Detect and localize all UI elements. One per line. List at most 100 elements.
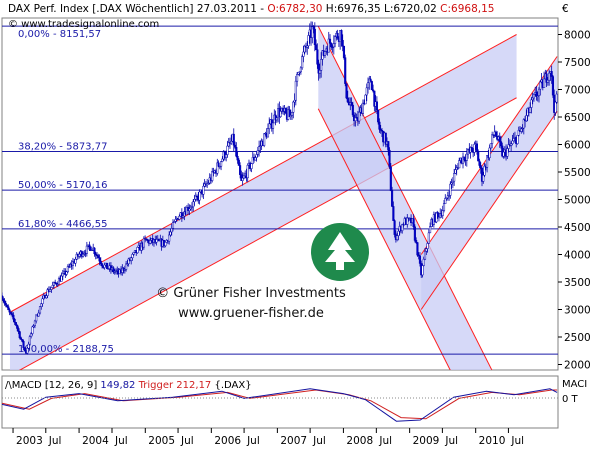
candle-body-404 bbox=[512, 138, 515, 142]
candle-body-297 bbox=[377, 109, 380, 123]
x-tick-label-1: Jul bbox=[48, 435, 62, 447]
y-tick-label-7000: 7000 bbox=[564, 85, 591, 97]
price-axis: 2000 2500 3000 3500 4000 4500 5000 5500 6000 6500… bbox=[558, 30, 591, 372]
candle-body-172 bbox=[218, 165, 221, 168]
candle-body-293 bbox=[372, 89, 375, 92]
candle-body-260 bbox=[330, 43, 333, 47]
candle-body-137 bbox=[174, 219, 177, 222]
candle-body-387 bbox=[491, 134, 494, 144]
candle-body-276 bbox=[350, 102, 353, 106]
candle-body-320 bbox=[406, 217, 409, 225]
candle-body-242 bbox=[307, 35, 310, 47]
candle-body-36 bbox=[46, 289, 49, 296]
candle-body-2 bbox=[3, 300, 6, 304]
candle-body-140 bbox=[178, 216, 181, 220]
candle-body-236 bbox=[299, 67, 302, 73]
candle-body-8 bbox=[11, 313, 14, 316]
x-tick-label-14: 2010 bbox=[479, 435, 506, 447]
candle-body-1 bbox=[2, 298, 5, 301]
candle-body-357 bbox=[453, 173, 456, 182]
candle-body-185 bbox=[235, 146, 238, 157]
y-tick-label-8000: 8000 bbox=[564, 30, 591, 42]
x-tick-label-7: Jul bbox=[246, 435, 260, 447]
candle-body-309 bbox=[392, 206, 395, 221]
candle-body-112 bbox=[142, 238, 145, 248]
candle-body-114 bbox=[145, 238, 148, 241]
candle-body-338 bbox=[429, 226, 432, 234]
candle-body-67 bbox=[85, 245, 88, 254]
candle-body-352 bbox=[446, 195, 449, 199]
candle-body-291 bbox=[369, 78, 372, 82]
candle-body-262 bbox=[332, 43, 335, 48]
candle-body-18 bbox=[23, 347, 26, 351]
candle-body-250 bbox=[317, 63, 320, 74]
candle-body-258 bbox=[327, 38, 330, 53]
candle-body-308 bbox=[391, 190, 394, 207]
header-instrument: DAX Perf. Index [.DAX Wöchentlich] 27.03… bbox=[8, 3, 494, 15]
candle-body-371 bbox=[470, 147, 473, 152]
candle-body-335 bbox=[425, 248, 428, 252]
candle-body-377 bbox=[478, 160, 481, 166]
candle-body-159 bbox=[202, 185, 205, 195]
candle-body-414 bbox=[525, 115, 528, 122]
candle-body-204 bbox=[259, 145, 262, 147]
y-tick-label-7500: 7500 bbox=[564, 57, 591, 69]
candle-body-224 bbox=[284, 108, 287, 114]
candle-body-98 bbox=[125, 263, 128, 270]
macd-lines bbox=[2, 388, 558, 422]
candle-body-326 bbox=[413, 226, 416, 241]
candle-body-327 bbox=[415, 240, 418, 243]
candle-body-386 bbox=[489, 143, 492, 149]
trend-channels bbox=[9, 26, 558, 370]
candle-body-197 bbox=[250, 163, 253, 169]
candle-body-184 bbox=[233, 144, 237, 148]
candle-body-186 bbox=[236, 155, 239, 161]
candle-body-394 bbox=[499, 141, 503, 147]
candle-body-292 bbox=[370, 81, 373, 91]
candle-body-232 bbox=[294, 80, 297, 101]
channel-lower-line-2 bbox=[317, 108, 451, 370]
candle-body-11 bbox=[14, 322, 17, 326]
candle-body-400 bbox=[507, 144, 510, 149]
candle-body-285 bbox=[361, 102, 365, 114]
candle-body-211 bbox=[268, 123, 271, 130]
candle-body-328 bbox=[416, 242, 419, 256]
candle-body-425 bbox=[539, 81, 542, 90]
candle-body-380 bbox=[482, 174, 485, 182]
candle-body-237 bbox=[301, 56, 304, 69]
fib-label-2: 50,00% - 5170,16 bbox=[18, 180, 107, 191]
candle-body-52 bbox=[66, 266, 69, 272]
candle-body-412 bbox=[522, 119, 525, 129]
candle-body-245 bbox=[311, 26, 314, 38]
candle-body-402 bbox=[510, 143, 513, 146]
candle-body-249 bbox=[316, 49, 319, 65]
candle-body-435 bbox=[551, 76, 554, 96]
candle-body-343 bbox=[435, 212, 438, 223]
macd-axis-title: MACI bbox=[562, 379, 587, 390]
x-tick-label-3: Jul bbox=[114, 435, 128, 447]
candle-body-255 bbox=[323, 51, 327, 56]
candle-body-40 bbox=[51, 285, 54, 288]
candle-body-354 bbox=[449, 183, 452, 196]
candle-body-358 bbox=[454, 169, 457, 174]
candle-body-188 bbox=[239, 165, 242, 175]
candle-body-216 bbox=[274, 114, 277, 121]
candle-body-38 bbox=[49, 289, 52, 292]
chart-header: DAX Perf. Index [.DAX Wöchentlich] 27.03… bbox=[8, 3, 569, 30]
candle-body-428 bbox=[543, 78, 546, 88]
candle-body-259 bbox=[328, 38, 332, 44]
candle-body-191 bbox=[242, 175, 245, 179]
candle-body-298 bbox=[378, 121, 381, 130]
candle-body-135 bbox=[171, 222, 175, 229]
candle-body-333 bbox=[422, 258, 425, 266]
candle-body-268 bbox=[340, 30, 343, 41]
candle-body-305 bbox=[387, 141, 390, 151]
candle-body-235 bbox=[298, 71, 301, 73]
candle-body-277 bbox=[351, 104, 354, 116]
candle-body-84 bbox=[107, 268, 110, 270]
candle-body-227 bbox=[288, 109, 291, 118]
y-tick-label-4500: 4500 bbox=[564, 222, 591, 234]
candle-body-181 bbox=[230, 141, 233, 144]
candle-body-294 bbox=[373, 90, 376, 107]
